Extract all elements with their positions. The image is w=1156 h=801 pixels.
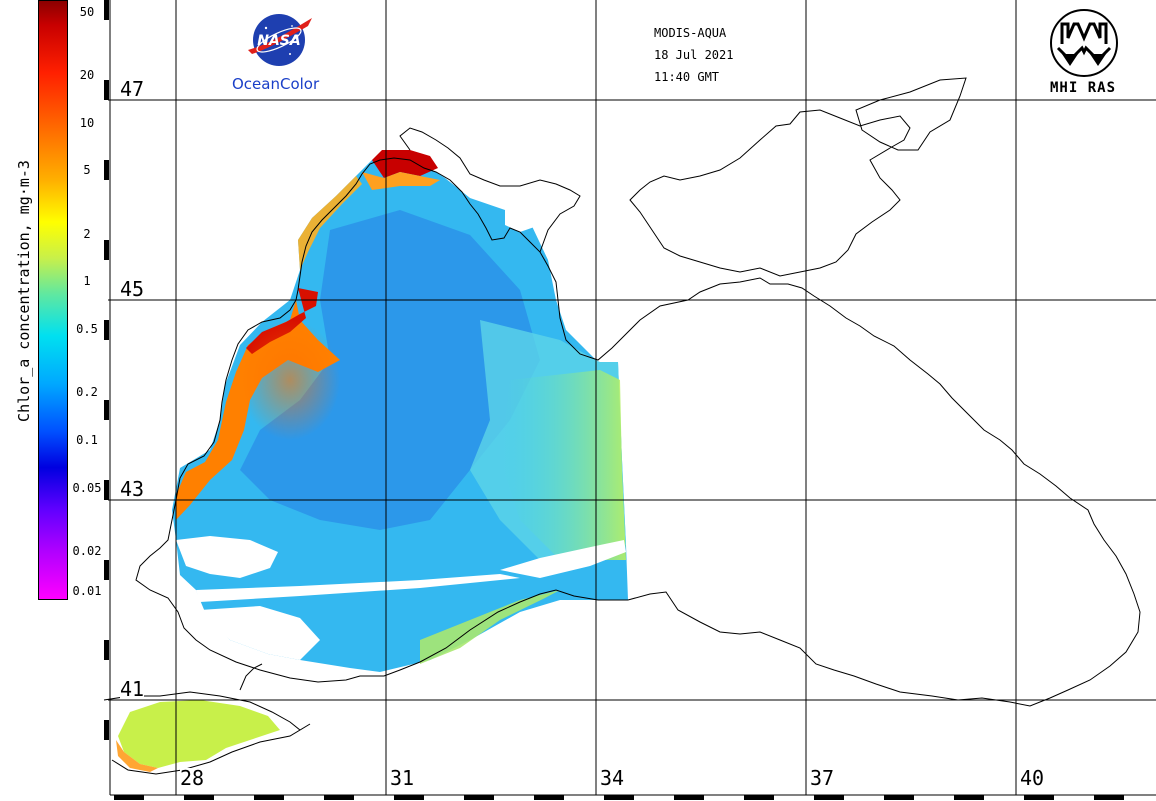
longitude-label: 31 xyxy=(390,766,415,790)
axis-segment xyxy=(254,795,284,800)
longitude-label: 37 xyxy=(810,766,835,790)
axis-segment xyxy=(104,720,109,740)
graticule xyxy=(108,0,1156,796)
coastline-black-sea xyxy=(135,157,1141,707)
color-scale-tick-label: 0.2 xyxy=(76,385,98,400)
axis-segment xyxy=(1094,795,1124,800)
latitude-label: 41 xyxy=(120,677,145,701)
cloud-gap-east xyxy=(500,540,626,578)
axis-segment xyxy=(104,640,109,660)
cloud-gap-west xyxy=(176,536,278,578)
axis-segment xyxy=(534,795,564,800)
chl-marmara xyxy=(118,700,280,768)
axis-segment xyxy=(104,80,109,100)
axis-segment xyxy=(324,795,354,800)
mhi-logo xyxy=(1050,9,1118,77)
chl-danube-plume xyxy=(240,320,340,440)
axis-segment xyxy=(104,320,109,340)
axis-segment xyxy=(674,795,704,800)
chl-green-south xyxy=(420,590,560,664)
axis-segment xyxy=(114,795,144,800)
cloud-gap-ne xyxy=(505,210,540,232)
latitude-label: 45 xyxy=(120,277,145,301)
acquisition-time: 11:40 GMT xyxy=(654,70,720,84)
sensor-name: MODIS-AQUA xyxy=(654,26,727,40)
acquisition-info: MODIS-AQUA 18 Jul 2021 11:40 GMT xyxy=(654,22,733,88)
latitude-label: 47 xyxy=(120,77,145,101)
axis-segment xyxy=(104,480,109,500)
axis-segment xyxy=(814,795,844,800)
color-scale-tick-label: 0.02 xyxy=(72,544,102,559)
latitude-axis-bar xyxy=(104,0,110,801)
color-scale-tick-label: 2 xyxy=(83,226,91,241)
longitude-label: 34 xyxy=(600,766,625,790)
axis-segment xyxy=(104,160,109,180)
axis-segment xyxy=(184,795,214,800)
longitude-axis-bar xyxy=(104,795,1156,801)
chl-estuary-bloom xyxy=(372,150,438,178)
coastline xyxy=(103,77,1141,775)
axis-segment xyxy=(744,795,774,800)
axis-segment xyxy=(884,795,914,800)
chl-estuary-fringe xyxy=(362,172,440,190)
chl-green-east xyxy=(500,370,626,560)
nasa-logo: NASA xyxy=(248,14,312,66)
nasa-logo-text: NASA xyxy=(257,33,300,49)
axis-segment xyxy=(104,560,109,580)
color-scale-tick-label: 5 xyxy=(83,163,91,178)
chl-coastal-band-north xyxy=(298,176,362,270)
cloud-gap-stripe xyxy=(196,574,520,602)
axis-segment xyxy=(1024,795,1054,800)
color-scale-tick-label: 0.1 xyxy=(76,433,98,448)
chl-marmara-edge xyxy=(116,740,158,772)
oceancolor-label: OceanColor xyxy=(232,75,320,93)
chlorophyll-field xyxy=(116,150,628,772)
cloud-gap-south xyxy=(200,606,320,660)
color-scale-tick-label: 50 xyxy=(79,4,95,19)
axis-segment xyxy=(464,795,494,800)
color-scale-tick-label: 0.01 xyxy=(72,584,102,598)
latitude-label: 43 xyxy=(120,477,145,501)
longitude-label: 40 xyxy=(1020,766,1045,790)
color-scale-tick-label: 20 xyxy=(79,67,95,82)
longitude-label: 28 xyxy=(180,766,205,790)
color-scale-tick-label: 10 xyxy=(79,115,95,130)
chl-blue-core xyxy=(240,210,540,530)
color-scale-labels: 50 20 10 5 2 1 0.5 0.2 0.1 0.05 0.02 0.01 xyxy=(68,0,104,600)
coastline-crimea-azov xyxy=(399,109,911,277)
axis-segment xyxy=(104,0,109,20)
color-scale-tick-label: 0.5 xyxy=(76,322,98,337)
acquisition-date: 18 Jul 2021 xyxy=(654,48,734,62)
coastline-bosporus xyxy=(239,663,263,691)
color-scale-bar xyxy=(38,0,68,600)
color-scale-tick-label: 1 xyxy=(83,274,91,289)
axis-segment xyxy=(104,400,109,420)
institute-label: MHI RAS xyxy=(1050,80,1117,96)
axis-segment xyxy=(604,795,634,800)
axis-segment xyxy=(394,795,424,800)
axis-segment xyxy=(104,240,109,260)
coastline-marmara xyxy=(103,691,311,775)
axis-segment xyxy=(954,795,984,800)
coastline-azov-inner xyxy=(855,77,967,151)
color-scale-tick-label: 0.05 xyxy=(72,480,102,495)
